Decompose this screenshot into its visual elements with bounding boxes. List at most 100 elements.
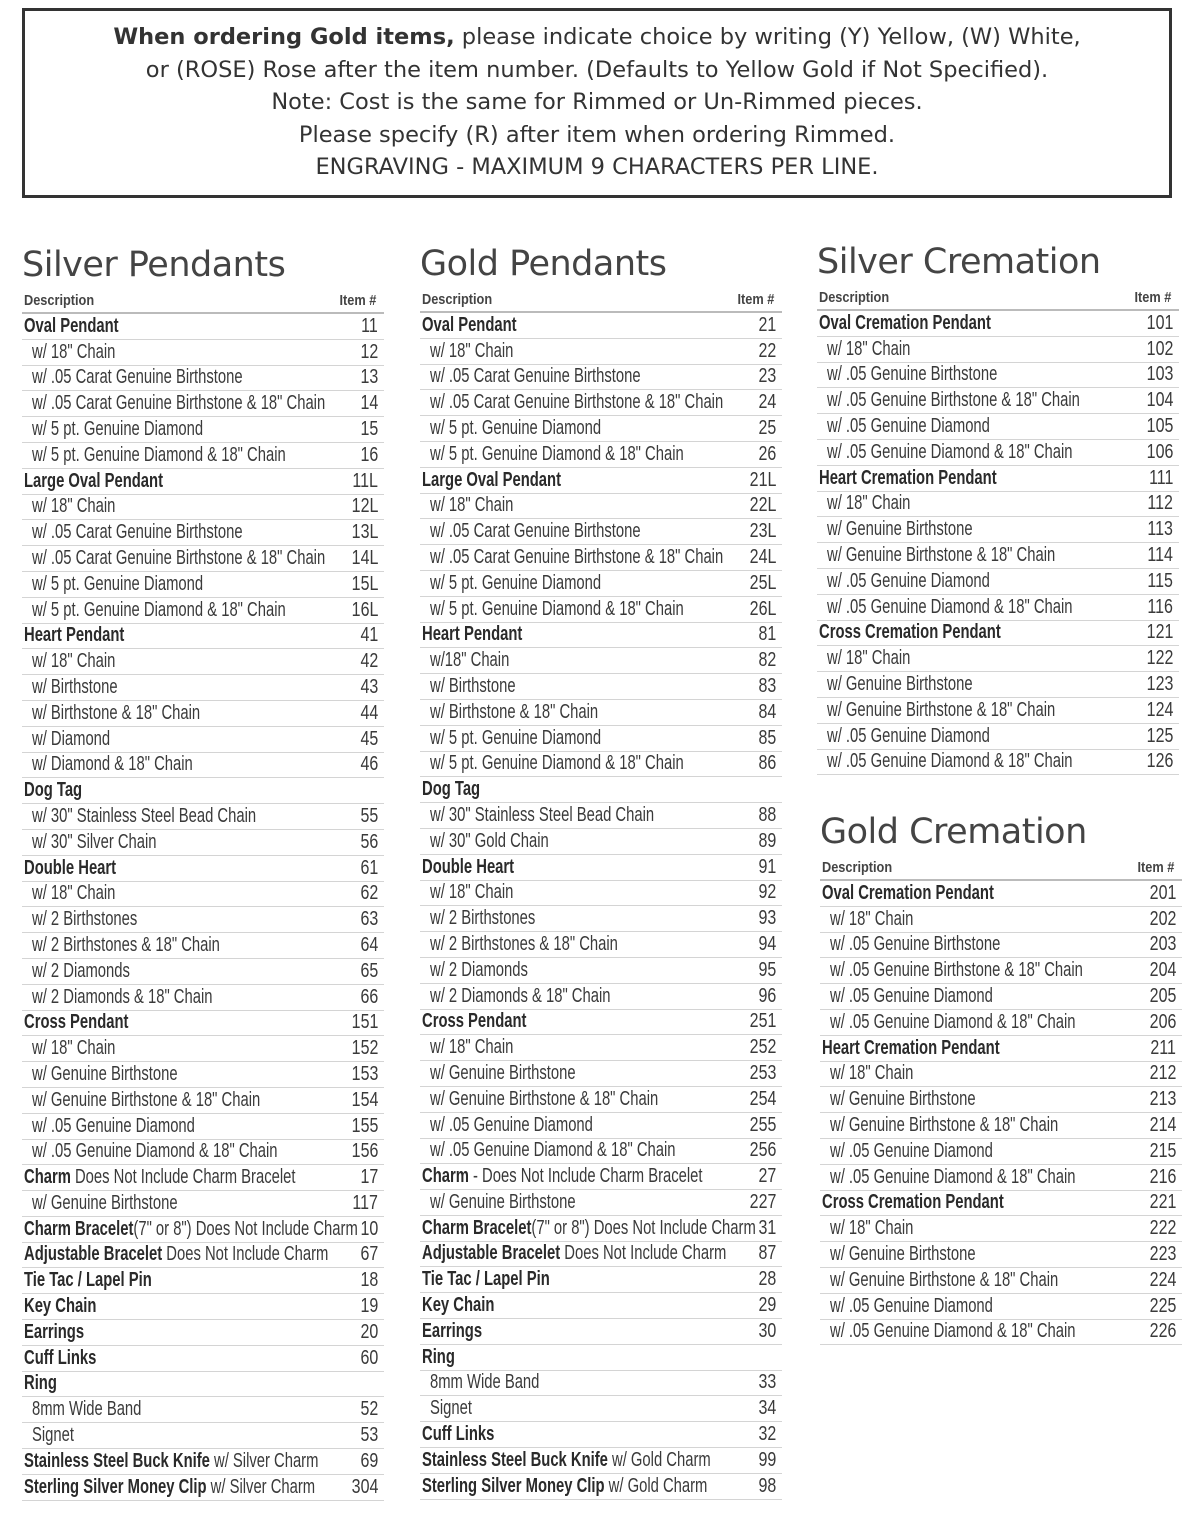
- ordering-notice-box: When ordering Gold items, please indicat…: [22, 8, 1172, 198]
- table-row: Dog Tag: [22, 778, 384, 805]
- item-number: 18: [360, 1269, 378, 1292]
- item-number: 113: [1147, 518, 1173, 541]
- item-number: 255: [749, 1113, 776, 1136]
- table-row: w/ Genuine Birthstone 253: [420, 1061, 782, 1087]
- item-description: Double Heart: [422, 856, 514, 879]
- item-detail: w/ 5 pt. Genuine Diamond & 18" Chain: [430, 597, 684, 620]
- table-row: Ring: [22, 1372, 384, 1398]
- table-row: Adjustable Bracelet Does Not Include Cha…: [420, 1242, 782, 1268]
- table-row: Tie Tac / Lapel Pin 18: [22, 1268, 384, 1295]
- item-description: w/ 18" Chain: [430, 340, 513, 363]
- item-description: w/ .05 Carat Genuine Birthstone: [430, 520, 641, 543]
- item-detail: w/ 5 pt. Genuine Diamond: [430, 726, 602, 749]
- item-description: w/ Birthstone & 18" Chain: [32, 702, 200, 725]
- item-number: 12: [360, 340, 378, 363]
- item-description: w/ 2 Birthstones: [430, 907, 535, 930]
- item-number: 27: [758, 1165, 776, 1188]
- table-row: w/ .05 Genuine Diamond & 18" Chain 226: [820, 1320, 1182, 1346]
- description-header: Description: [24, 292, 95, 309]
- item-detail: w/18" Chain: [430, 649, 510, 672]
- item-number: 83: [758, 674, 776, 697]
- table-row: w/ 2 Diamonds 95: [420, 958, 782, 984]
- item-name: Oval Pendant: [24, 314, 119, 337]
- item-description: w/ 30" Stainless Steel Bead Chain: [430, 804, 654, 827]
- item-name: Cross Pendant: [24, 1011, 129, 1034]
- item-detail: w/ .05 Genuine Birthstone: [830, 933, 1001, 956]
- section-title: Gold Cremation: [820, 812, 1087, 852]
- item-name: Key Chain: [422, 1294, 495, 1317]
- item-number: 19: [360, 1295, 378, 1318]
- item-number: 251: [749, 1010, 776, 1033]
- item-number: 11: [361, 314, 378, 337]
- item-description: w/ Genuine Birthstone & 18" Chain: [430, 1088, 658, 1111]
- item-number: 216: [1149, 1165, 1176, 1188]
- table-row: w/ Genuine Birthstone & 18" Chain 114: [817, 543, 1179, 569]
- item-number: 117: [352, 1191, 378, 1214]
- table-row: w/ 5 pt. Genuine Diamond & 18" Chain 86: [420, 752, 782, 778]
- item-number: 25: [758, 416, 776, 439]
- item-name: Ring: [422, 1345, 455, 1368]
- table-row: Cross Pendant 251: [420, 1010, 782, 1036]
- item-detail: w/ .05 Carat Genuine Birthstone: [32, 366, 243, 389]
- item-description: w/ .05 Carat Genuine Birthstone & 18" Ch…: [32, 547, 325, 570]
- item-number: 43: [360, 675, 378, 698]
- item-description: Charm Does Not Include Charm Bracelet: [24, 1166, 295, 1189]
- item-description: w/ .05 Genuine Diamond: [430, 1114, 593, 1137]
- item-number: 62: [360, 882, 378, 905]
- table-row: w/ 30" Silver Chain 56: [22, 830, 384, 856]
- item-name: Adjustable Bracelet: [24, 1243, 163, 1266]
- item-number: 211: [1150, 1036, 1176, 1059]
- item-name: Earrings: [24, 1320, 85, 1343]
- item-description: w/ 5 pt. Genuine Diamond: [32, 418, 203, 441]
- item-description: w/ 18" Chain: [32, 882, 115, 905]
- table-row: w/ 5 pt. Genuine Diamond & 18" Chain 26L: [420, 597, 782, 623]
- table-row: w/ .05 Genuine Diamond 125: [817, 724, 1179, 750]
- item-detail: w/ Diamond & 18" Chain: [32, 753, 193, 776]
- item-description: 8mm Wide Band: [430, 1371, 539, 1394]
- item-number: 252: [749, 1036, 776, 1059]
- item-number: 101: [1146, 311, 1173, 334]
- table-row: w/ 18" Chain 22L: [420, 494, 782, 520]
- item-description: w/ Genuine Birthstone: [32, 1192, 178, 1215]
- item-name: Heart Pendant: [24, 624, 125, 647]
- item-detail: w/ 5 pt. Genuine Diamond: [32, 417, 204, 440]
- table-row: w/ 18" Chain 102: [817, 337, 1179, 363]
- item-detail: w/ .05 Carat Genuine Birthstone: [430, 520, 641, 543]
- item-number: 82: [758, 649, 776, 672]
- item-detail: w/ Genuine Birthstone: [830, 1242, 976, 1265]
- item-number: 224: [1149, 1268, 1176, 1291]
- item-number: 214: [1149, 1113, 1176, 1136]
- item-number: 226: [1149, 1320, 1176, 1343]
- item-detail: w/ Birthstone & 18" Chain: [430, 700, 599, 723]
- section-gold-cremation: Gold Cremation Description Item # Oval Cre…: [820, 807, 1182, 1346]
- item-number: 99: [758, 1448, 776, 1471]
- table-row: w/ 2 Birthstones & 18" Chain 64: [22, 933, 384, 959]
- item-name: Sterling Silver Money Clip: [422, 1474, 605, 1497]
- item-name: Oval Pendant: [422, 313, 517, 336]
- item-detail: w/ 18" Chain: [827, 492, 911, 515]
- item-detail: w/ 5 pt. Genuine Diamond & 18" Chain: [32, 443, 286, 466]
- item-number: 125: [1146, 724, 1173, 747]
- item-description: Cuff Links: [24, 1347, 96, 1370]
- item-number: 63: [360, 908, 378, 931]
- table-row: w/ Genuine Birthstone & 18" Chain 124: [817, 698, 1179, 724]
- table-row: w/ 2 Diamonds & 18" Chain 66: [22, 985, 384, 1011]
- item-description: Oval Pendant: [422, 314, 517, 337]
- table-row: w/ .05 Genuine Diamond & 18" Chain 116: [817, 595, 1179, 621]
- item-description: Cross Cremation Pendant: [822, 1191, 1004, 1214]
- item-description: w/ Genuine Birthstone & 18" Chain: [827, 699, 1055, 722]
- table-row: w/ 30" Gold Chain 89: [420, 829, 782, 855]
- item-description: w/ 5 pt. Genuine Diamond & 18" Chain: [32, 444, 286, 467]
- item-number: 86: [758, 752, 776, 775]
- item-detail: w/ Genuine Birthstone: [827, 518, 973, 541]
- table-row: Charm Bracelet(7" or 8") Does Not Includ…: [420, 1216, 782, 1242]
- item-detail: w/ .05 Genuine Diamond & 18" Chain: [830, 1320, 1076, 1343]
- table-row: w/ 18" Chain 152: [22, 1036, 384, 1063]
- item-detail: Does Not Include Charm Bracelet: [70, 1166, 296, 1189]
- item-description: w/ 2 Birthstones & 18" Chain: [32, 934, 220, 957]
- item-number: 28: [758, 1268, 776, 1291]
- table-row: Key Chain 29: [420, 1293, 782, 1320]
- table-row: Dog Tag: [420, 777, 782, 804]
- item-number: 21L: [749, 468, 776, 491]
- item-description: w/ .05 Carat Genuine Birthstone: [430, 365, 641, 388]
